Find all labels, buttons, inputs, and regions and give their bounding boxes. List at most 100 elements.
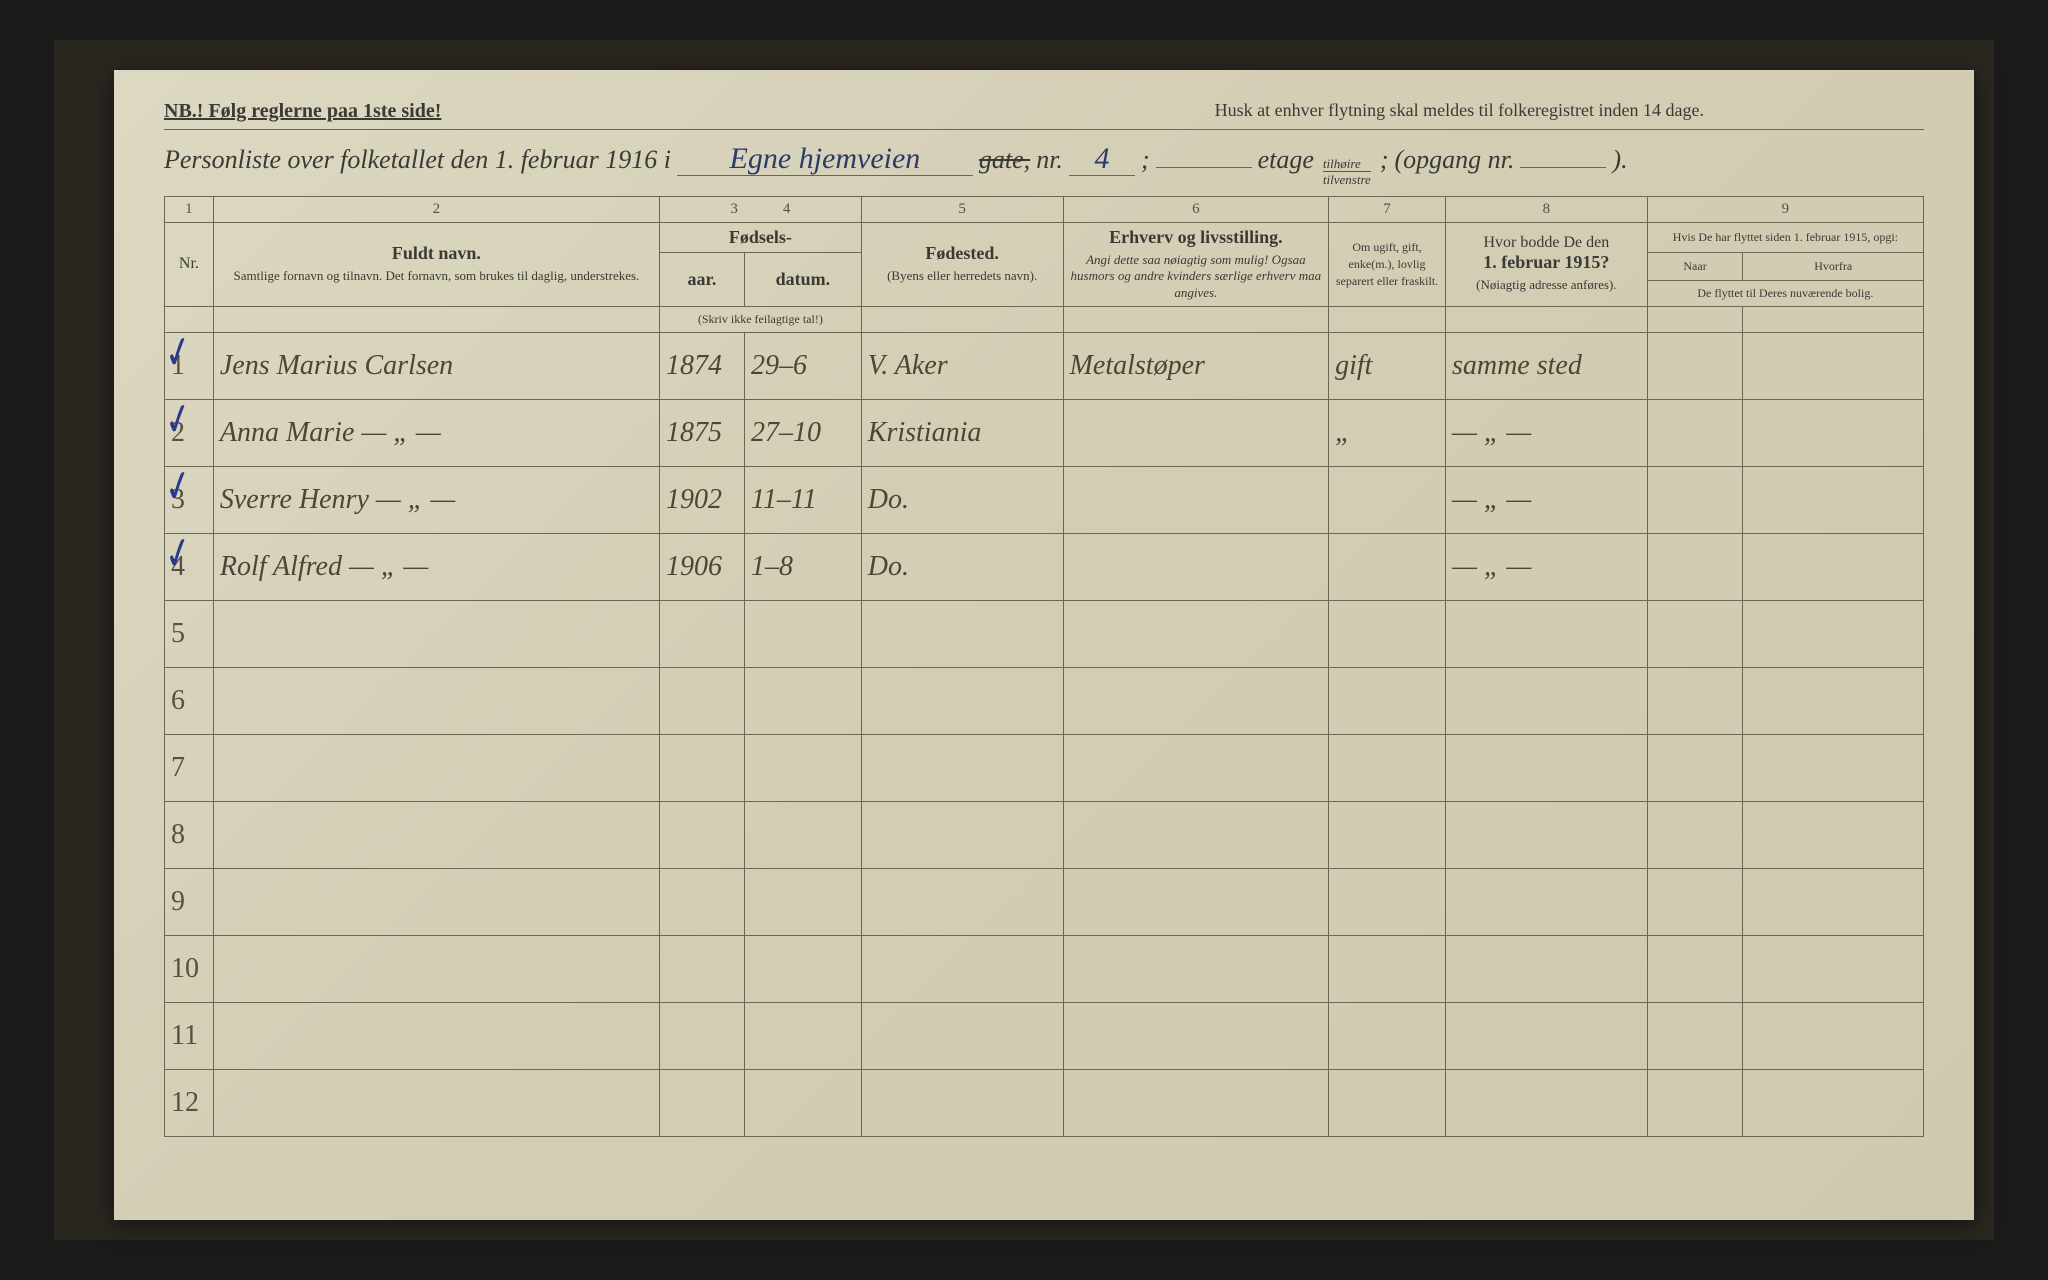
colnum-1: 1 — [165, 196, 214, 222]
colnum-7: 7 — [1329, 196, 1446, 222]
cell — [1329, 668, 1446, 735]
col-number-row: 1 2 3 4 5 6 7 8 9 — [165, 196, 1924, 222]
table-row: 12 — [165, 1070, 1924, 1137]
table-row: ✓2Anna Marie — „ —187527–10Kristiania„— … — [165, 400, 1924, 467]
side-bottom: tilvenstre — [1323, 172, 1371, 186]
cell: 1–8 — [744, 534, 861, 601]
cell — [1647, 668, 1743, 735]
street-field: Egne hjemveien — [677, 142, 973, 176]
cell — [1647, 601, 1743, 668]
etage-blank — [1156, 138, 1252, 168]
cell — [861, 601, 1063, 668]
cell — [659, 936, 744, 1003]
table-row: 8 — [165, 802, 1924, 869]
cell: 5 — [165, 601, 214, 668]
cell — [861, 869, 1063, 936]
cell — [1743, 869, 1924, 936]
cell: Rolf Alfred — „ — — [213, 534, 659, 601]
cell: Kristiania — [861, 400, 1063, 467]
table-row: 11 — [165, 1003, 1924, 1070]
cell — [1063, 400, 1329, 467]
cell — [1647, 400, 1743, 467]
cell — [1445, 869, 1647, 936]
table-row: 5 — [165, 601, 1924, 668]
cell — [744, 668, 861, 735]
opgang-label: (opgang nr. — [1395, 145, 1515, 175]
table-row: ✓3Sverre Henry — „ —190211–11Do.— „ — — [165, 467, 1924, 534]
nb-note: NB.! Følg reglerne paa 1ste side! — [164, 100, 441, 123]
cell — [213, 1003, 659, 1070]
cell — [659, 802, 744, 869]
side-top: tilhøire — [1323, 157, 1371, 172]
cell — [1647, 869, 1743, 936]
cell: 1874 — [659, 333, 744, 400]
top-notes: NB.! Følg reglerne paa 1ste side! Husk a… — [164, 100, 1924, 123]
colnum-6: 6 — [1063, 196, 1329, 222]
cell — [1647, 534, 1743, 601]
opgang-close: ). — [1612, 145, 1627, 175]
cell — [1743, 400, 1924, 467]
cell: 11 — [165, 1003, 214, 1070]
census-table: 1 2 3 4 5 6 7 8 9 Nr. Fuldt navn. Samtli… — [164, 196, 1924, 1138]
cell — [1647, 467, 1743, 534]
table-row: ✓1Jens Marius Carlsen187429–6V. AkerMeta… — [165, 333, 1924, 400]
cell: — „ — — [1445, 534, 1647, 601]
cell: — „ — — [1445, 400, 1647, 467]
hdr-moved-title: Hvis De har flyttet siden 1. februar 191… — [1647, 222, 1923, 252]
cell — [861, 802, 1063, 869]
colnum-34: 3 4 — [659, 196, 861, 222]
cell — [1329, 869, 1446, 936]
cell — [213, 668, 659, 735]
nr-label: nr. — [1036, 145, 1063, 175]
cell — [744, 936, 861, 1003]
cell — [1063, 936, 1329, 1003]
cell — [744, 735, 861, 802]
hdr-date: datum. — [744, 252, 861, 307]
table-head: 1 2 3 4 5 6 7 8 9 Nr. Fuldt navn. Samtli… — [165, 196, 1924, 333]
hdr-moved-from: Hvorfra — [1743, 252, 1924, 281]
cell — [659, 601, 744, 668]
cell: 8 — [165, 802, 214, 869]
cell — [1063, 601, 1329, 668]
cell — [659, 668, 744, 735]
cell — [213, 601, 659, 668]
etage-label: etage — [1258, 145, 1314, 175]
cell: 1906 — [659, 534, 744, 601]
hdr-civil: Om ugift, gift, enke(m.), lovlig separer… — [1329, 222, 1446, 307]
cell: 29–6 — [744, 333, 861, 400]
header-row-1: Nr. Fuldt navn. Samtlige fornavn og tiln… — [165, 222, 1924, 252]
table-row: 10 — [165, 936, 1924, 1003]
scan-frame: NB.! Følg reglerne paa 1ste side! Husk a… — [54, 40, 1994, 1240]
title-prefix: Personliste over folketallet den 1. febr… — [164, 145, 671, 175]
cell — [1329, 1070, 1446, 1137]
house-nr-field: 4 — [1069, 142, 1135, 176]
cell — [1743, 1070, 1924, 1137]
side-fraction: tilhøire tilvenstre — [1323, 157, 1371, 186]
cell: 12 — [165, 1070, 214, 1137]
cell — [1445, 668, 1647, 735]
cell: Sverre Henry — „ — — [213, 467, 659, 534]
cell — [213, 869, 659, 936]
cell — [861, 735, 1063, 802]
hdr-prev: Hvor bodde De den 1. februar 1915? (Nøia… — [1445, 222, 1647, 307]
cell — [1063, 467, 1329, 534]
cell: samme sted — [1445, 333, 1647, 400]
cell: Jens Marius Carlsen — [213, 333, 659, 400]
cell — [1063, 1003, 1329, 1070]
cell — [1329, 1003, 1446, 1070]
semicolon: ; — [1141, 145, 1150, 175]
cell: „ — [1329, 400, 1446, 467]
cell — [1329, 534, 1446, 601]
cell — [1063, 735, 1329, 802]
cell: 10 — [165, 936, 214, 1003]
cell — [1063, 534, 1329, 601]
gate-label: gate, — [979, 145, 1030, 175]
cell: 1875 — [659, 400, 744, 467]
colnum-5: 5 — [861, 196, 1063, 222]
hdr-birth-note: (Skriv ikke feilagtige tal!) — [659, 307, 861, 333]
cell — [1743, 1003, 1924, 1070]
opgang-field — [1520, 138, 1606, 168]
cell — [1743, 735, 1924, 802]
cell — [744, 869, 861, 936]
cell: Do. — [861, 534, 1063, 601]
